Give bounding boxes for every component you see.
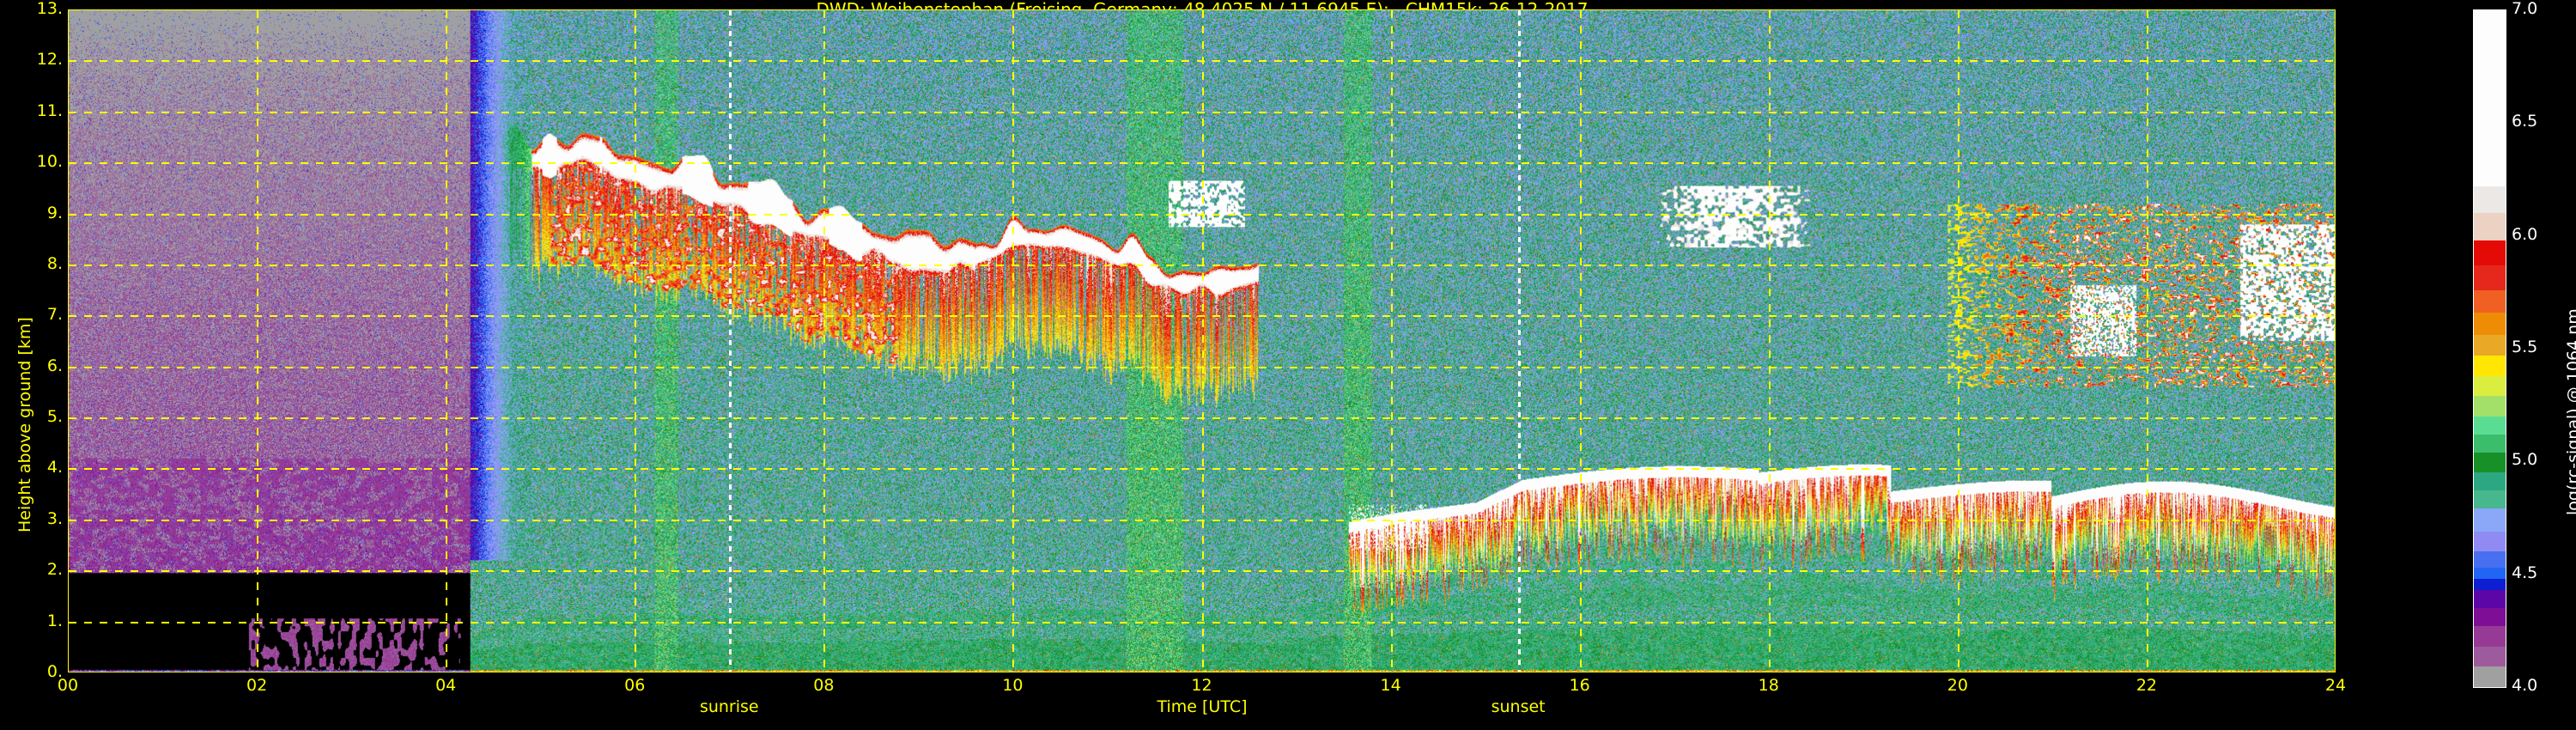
x-axis-tick-label: 06 — [624, 676, 646, 695]
y-axis-tick-label: 0. — [46, 662, 63, 681]
colorbar-band — [2474, 355, 2506, 377]
x-axis-tick-label: 04 — [435, 676, 457, 695]
colorbar-tick-label: 5.0 — [2512, 450, 2538, 470]
y-axis-tick-label: 13. — [36, 0, 63, 18]
colorbar-tick-label: 6.5 — [2512, 112, 2538, 131]
colorbar-band — [2474, 213, 2506, 241]
x-axis-tick-label: 16 — [1569, 676, 1590, 695]
y-axis-tick-label: 9. — [46, 203, 63, 222]
colorbar-band — [2474, 472, 2506, 492]
colorbar-label: log(rc-signal) @ 1064 nm — [2564, 308, 2576, 515]
y-axis-tick-label: 2. — [46, 560, 63, 580]
colorbar-band — [2474, 289, 2506, 313]
colorbar-band — [2474, 265, 2506, 291]
y-axis-tick-label: 6. — [46, 356, 63, 375]
colorbar-band — [2474, 531, 2506, 552]
x-axis-tick-label: 18 — [1758, 676, 1779, 695]
colorbar-band — [2474, 626, 2506, 648]
x-axis-tick-label: 02 — [246, 676, 268, 695]
colorbar-band — [2474, 578, 2506, 591]
y-axis-label: Height above ground [km] — [15, 317, 34, 532]
annotation-label-sunrise: sunrise — [699, 697, 759, 716]
x-axis-tick-label: 24 — [2324, 676, 2347, 695]
y-axis-tick-label: 3. — [46, 508, 63, 528]
colorbar-tick-label: 7.0 — [2512, 0, 2538, 18]
annotation-label-sunset: sunset — [1491, 697, 1546, 716]
colorbar-band — [2474, 567, 2506, 580]
x-axis-label: Time [UTC] — [1157, 697, 1248, 716]
colorbar-band — [2474, 490, 2506, 510]
colorbar-band — [2474, 396, 2506, 417]
colorbar-band — [2474, 186, 2506, 214]
x-axis-tick-label: 20 — [1947, 676, 1968, 695]
colorbar-band — [2474, 452, 2506, 474]
y-axis-tick-label: 5. — [46, 407, 63, 427]
x-axis-tick-label: 14 — [1380, 676, 1401, 695]
x-axis-tick-label: 22 — [2136, 676, 2157, 695]
y-axis-tick-label: 10. — [36, 152, 63, 172]
x-axis-tick-label: 12 — [1191, 676, 1212, 695]
colorbar-band — [2474, 646, 2506, 667]
y-axis-tick-label: 11. — [36, 100, 63, 120]
colorbar-band — [2474, 416, 2506, 435]
colorbar-tick-label: 4.5 — [2512, 563, 2538, 582]
colorbar-tick-label: 4.0 — [2512, 676, 2538, 695]
x-axis-tick-label: 00 — [57, 676, 79, 695]
heatmap-plot-area[interactable] — [68, 9, 2336, 672]
colorbar-band — [2474, 335, 2506, 356]
colorbar-band — [2474, 312, 2506, 336]
colorbar-band — [2474, 375, 2506, 397]
colorbar-band — [2474, 508, 2506, 532]
y-axis-tick-label: 4. — [46, 458, 63, 478]
y-axis-tick-label: 8. — [46, 253, 63, 273]
colorbar-band — [2474, 434, 2506, 453]
colorbar-band — [2474, 10, 2506, 187]
colorbar-tick-label: 5.5 — [2512, 338, 2538, 356]
y-axis-tick-label: 1. — [46, 611, 63, 630]
colorbar-band — [2474, 608, 2506, 627]
x-axis-tick-label: 08 — [813, 676, 835, 695]
y-axis-tick-label: 7. — [46, 305, 63, 325]
x-axis-tick-label: 10 — [1002, 676, 1024, 695]
colorbar-tick-label: 6.0 — [2512, 224, 2538, 244]
colorbar[interactable] — [2473, 9, 2506, 688]
colorbar-band — [2474, 240, 2506, 266]
y-axis-tick-label: 12. — [36, 50, 63, 70]
lidar-backscatter-image — [69, 10, 2335, 672]
colorbar-band — [2474, 590, 2506, 609]
colorbar-band — [2474, 666, 2506, 687]
colorbar-band — [2474, 551, 2506, 569]
